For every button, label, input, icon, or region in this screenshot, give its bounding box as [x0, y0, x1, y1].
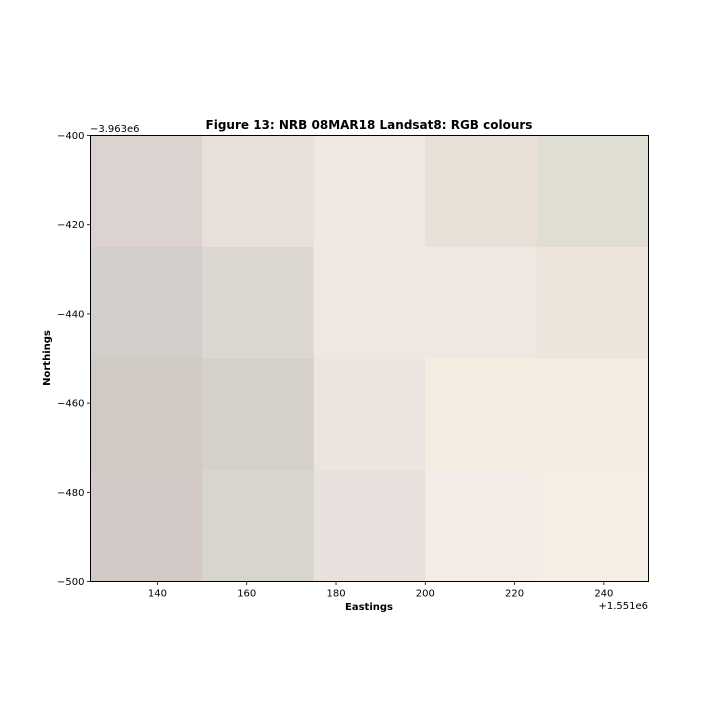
raster-cell-r3-c0 — [90, 470, 203, 582]
raster-cell-r3-c2 — [313, 470, 426, 582]
x-axis-offset-label: +1.551e6 — [598, 601, 648, 612]
raster-cell-r0-c4 — [536, 135, 649, 248]
raster-cell-r1-c0 — [90, 247, 203, 359]
y-axis-ticks: −400 −420 −440 −460 −480 −500 — [57, 131, 91, 588]
raster-cell-r0-c3 — [425, 135, 538, 248]
raster-cell-r2-c0 — [90, 358, 203, 471]
raster-cell-r0-c1 — [202, 135, 315, 248]
y-tick-label: −440 — [57, 309, 84, 320]
x-tick-label: 240 — [594, 589, 613, 600]
raster-cell-r0-c0 — [90, 135, 203, 248]
raster-cell-r3-c3 — [425, 470, 538, 582]
x-tick-label: 220 — [505, 589, 524, 600]
raster-cell-r2-c2 — [313, 358, 426, 471]
y-tick-label: −400 — [57, 131, 84, 142]
raster-cell-r1-c4 — [536, 247, 649, 359]
chart-title: Figure 13: NRB 08MAR18 Landsat8: RGB col… — [206, 118, 533, 132]
raster-cell-r2-c3 — [425, 358, 538, 471]
raster-cell-r2-c4 — [536, 358, 649, 471]
raster-cell-r2-c1 — [202, 358, 315, 471]
x-tick-label: 180 — [326, 589, 345, 600]
plot-frame — [90, 135, 649, 582]
y-axis-label: Northings — [42, 330, 53, 386]
x-tick-label: 160 — [237, 589, 256, 600]
x-tick-label: 200 — [416, 589, 435, 600]
x-axis-label: Eastings — [345, 602, 393, 613]
x-axis-ticks: 140 160 180 200 220 240 — [148, 581, 613, 600]
y-tick-label: −460 — [57, 399, 84, 410]
y-tick-label: −480 — [57, 488, 84, 499]
y-tick-label: −420 — [57, 220, 84, 231]
raster-cell-r1-c2 — [313, 247, 426, 359]
y-tick-label: −500 — [57, 577, 84, 588]
raster-cell-r1-c3 — [425, 247, 538, 359]
raster-cell-r3-c1 — [202, 470, 315, 582]
x-tick-label: 140 — [148, 589, 167, 600]
raster-cell-r3-c4 — [536, 470, 649, 582]
raster-cell-r1-c1 — [202, 247, 315, 359]
raster-cell-r0-c2 — [313, 135, 426, 248]
y-axis-offset-label: −3.963e6 — [90, 124, 140, 135]
raster-cells — [90, 135, 649, 582]
